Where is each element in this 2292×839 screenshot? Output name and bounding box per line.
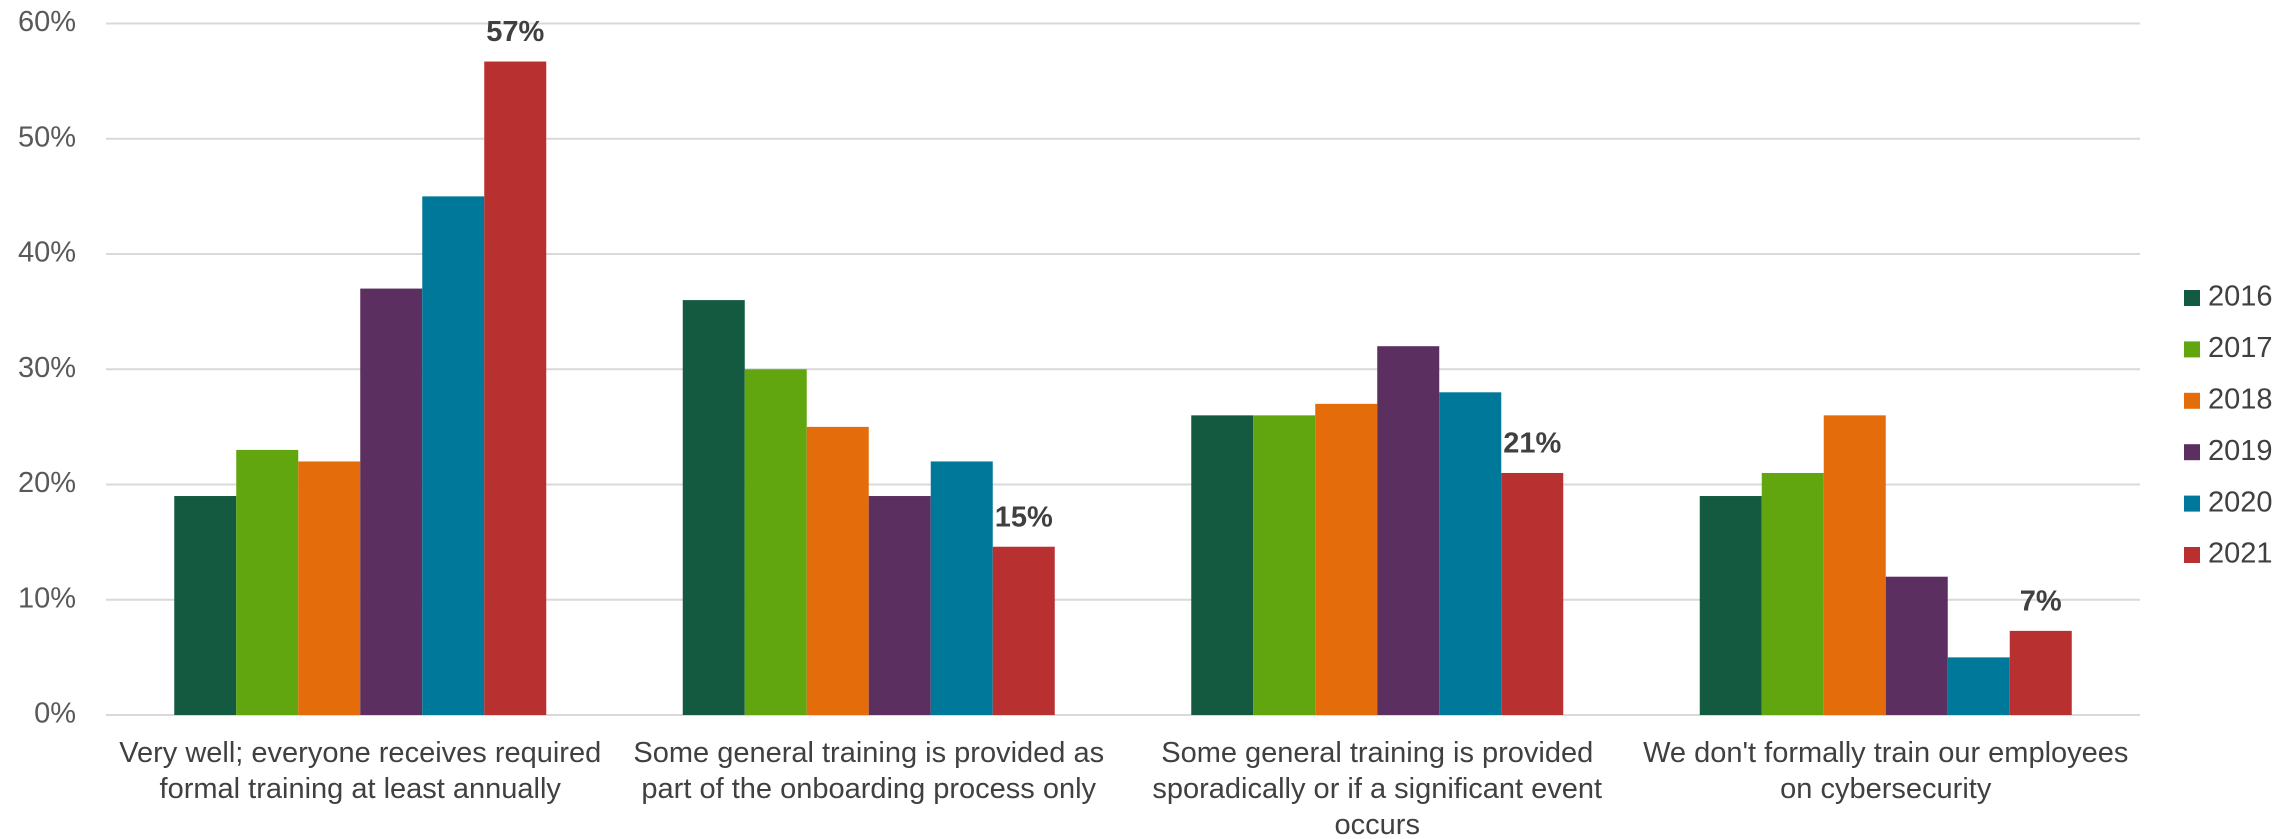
legend-label: 2018	[2208, 383, 2273, 415]
bar	[298, 461, 361, 715]
y-tick-label: 40%	[18, 237, 76, 269]
x-tick-label: Some general training is provided as par…	[633, 737, 1105, 805]
bar	[236, 449, 299, 715]
bar	[1253, 415, 1316, 715]
bar	[1191, 415, 1254, 715]
data-label: 21%	[1503, 428, 1561, 460]
data-label: 7%	[2020, 586, 2062, 618]
bar	[1315, 403, 1378, 715]
data-label: 15%	[995, 501, 1053, 533]
legend-swatch	[2184, 341, 2200, 358]
y-tick-label: 30%	[18, 352, 76, 384]
x-tick-label: Very well; everyone receives required fo…	[119, 737, 602, 805]
bar	[1823, 415, 1886, 715]
legend-swatch	[2184, 392, 2200, 409]
bar	[360, 288, 423, 715]
bar	[992, 546, 1055, 715]
bar	[868, 496, 931, 715]
legend-label: 2019	[2208, 435, 2273, 467]
y-tick-label: 20%	[18, 467, 76, 499]
legend-label: 2021	[2208, 538, 2273, 570]
bar	[1439, 392, 1502, 715]
legend-label: 2017	[2208, 332, 2273, 364]
bar	[806, 426, 869, 715]
bar	[1377, 346, 1440, 715]
legend-label: 2016	[2208, 281, 2273, 313]
bar	[2009, 630, 2072, 715]
bar	[682, 300, 745, 715]
bar	[744, 369, 807, 715]
legend-swatch	[2184, 444, 2200, 461]
bar	[484, 61, 547, 716]
bar	[174, 496, 237, 715]
y-tick-label: 50%	[18, 121, 76, 153]
y-tick-label: 0%	[34, 698, 76, 730]
data-label: 57%	[486, 16, 544, 48]
y-tick-label: 10%	[18, 582, 76, 614]
x-tick-label: We don't formally train our employees on…	[1643, 737, 2129, 805]
legend-swatch	[2184, 547, 2200, 563]
x-tick-label: Some general training is provided sporad…	[1152, 737, 1603, 839]
legend-swatch	[2184, 290, 2200, 306]
y-tick-label: 60%	[18, 6, 76, 38]
bar	[930, 461, 993, 715]
bar	[422, 196, 485, 715]
legend-swatch	[2184, 495, 2200, 512]
legend-label: 2020	[2208, 486, 2273, 518]
bar	[1761, 472, 1824, 715]
bar	[1501, 472, 1564, 715]
bar	[1699, 496, 1762, 715]
bar	[1885, 576, 1948, 715]
bar	[1947, 657, 2010, 715]
